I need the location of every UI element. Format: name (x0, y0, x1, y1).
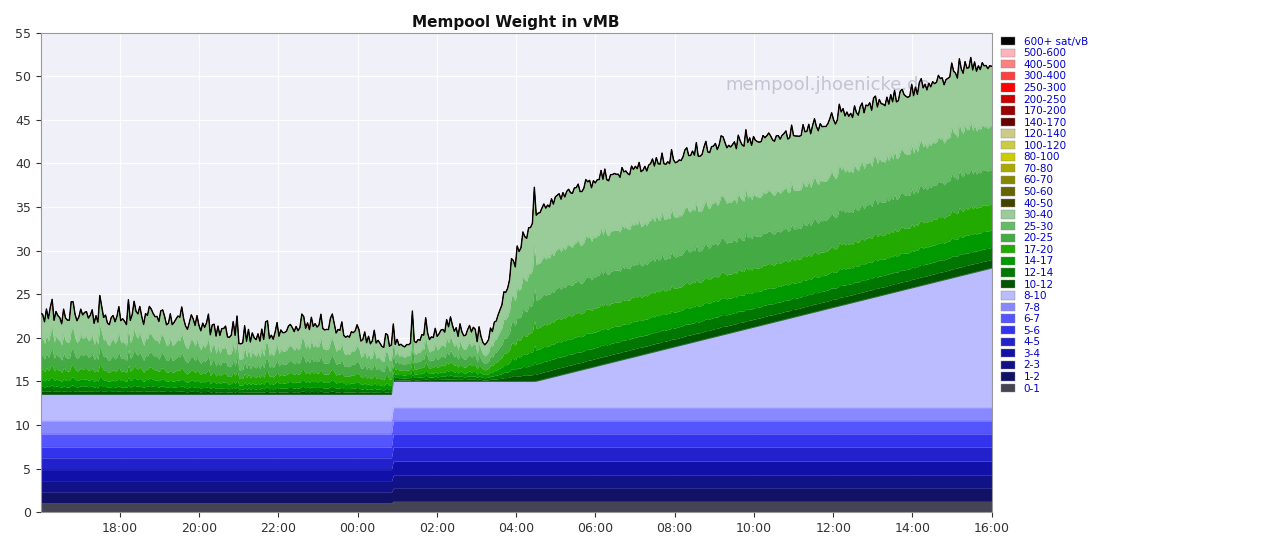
Text: mempool.jhoenicke.de: mempool.jhoenicke.de (726, 76, 931, 94)
Legend: 600+ sat/vB, 500-600, 400-500, 300-400, 250-300, 200-250, 170-200, 140-170, 120-: 600+ sat/vB, 500-600, 400-500, 300-400, … (997, 32, 1092, 398)
Title: Mempool Weight in vMB: Mempool Weight in vMB (412, 15, 620, 30)
